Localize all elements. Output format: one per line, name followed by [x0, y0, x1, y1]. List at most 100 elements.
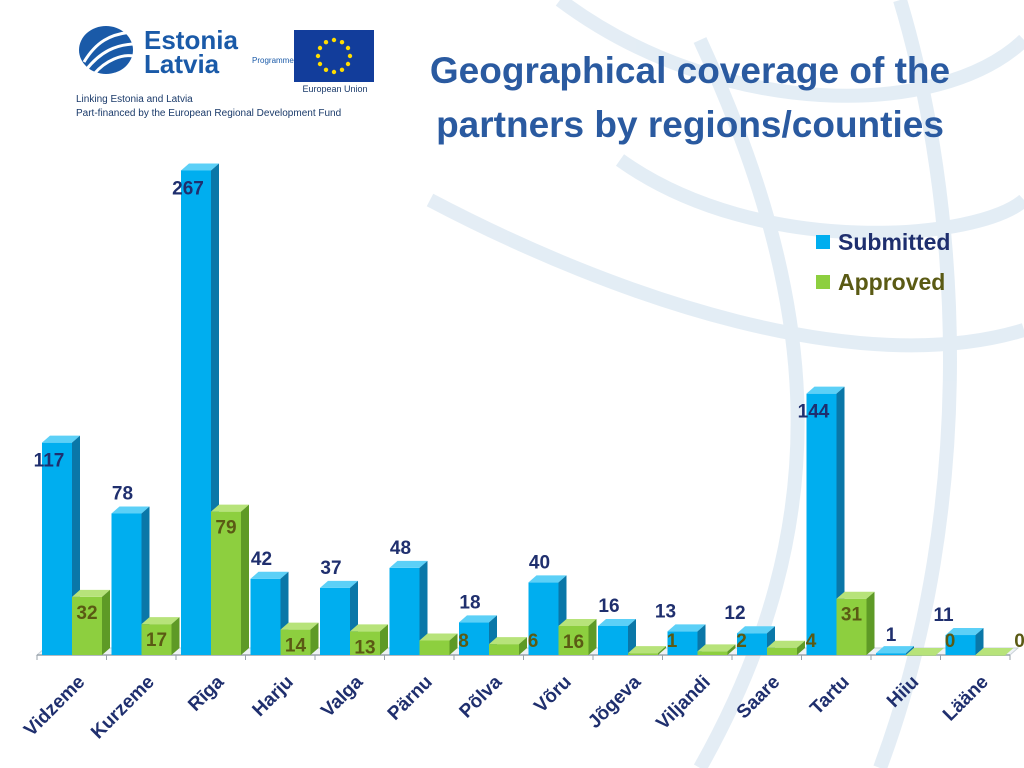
brand-name: Estonia Latvia — [144, 25, 238, 79]
approved-value-label: 1 — [667, 631, 678, 652]
submitted-bar-side — [906, 646, 914, 655]
approved-value-label: 4 — [806, 631, 817, 652]
submitted-value-label: 16 — [598, 596, 619, 617]
approved-bar-top — [767, 640, 805, 648]
approved-bar-top — [906, 648, 944, 655]
submitted-value-label: 1 — [886, 625, 897, 646]
submitted-bar — [876, 653, 906, 655]
approved-bar-top — [489, 637, 527, 645]
submitted-value-label: 12 — [724, 603, 745, 624]
submitted-bar-top — [945, 628, 984, 636]
legend-label-submitted: Submitted — [838, 228, 951, 255]
approved-bar-side — [658, 646, 666, 655]
approved-bar-top — [141, 617, 180, 625]
approved-bar-side — [241, 504, 249, 655]
approved-bar — [141, 624, 172, 655]
submitted-bar — [528, 582, 559, 655]
x-tick-label: Põlva — [456, 671, 507, 722]
legend-swatch-approved — [816, 275, 830, 289]
submitted-bar — [945, 635, 976, 655]
approved-bar-top — [558, 618, 597, 626]
approved-bar-side — [797, 640, 805, 655]
submitted-bar-top — [250, 571, 289, 579]
brand-programme-text: Programme — [252, 56, 294, 65]
approved-bar-side — [171, 617, 180, 655]
submitted-bar-top — [737, 626, 775, 634]
approved-bar-side — [380, 624, 388, 655]
x-tick-label: Vidzeme — [20, 672, 89, 741]
brand-line-1: Estonia — [144, 25, 238, 55]
approved-value-label: 2 — [736, 631, 747, 652]
approved-bar — [628, 653, 658, 655]
approved-bar-side — [310, 622, 319, 655]
programme-logo-block: Estonia Latvia Programme European Union … — [72, 18, 382, 128]
tagline-2: Part-financed by the European Regional D… — [76, 108, 342, 119]
approved-bar-top — [350, 624, 388, 632]
approved-value-label: 17 — [146, 630, 167, 651]
submitted-bar-top — [528, 575, 567, 583]
submitted-bar-side — [836, 386, 845, 655]
submitted-bar-top — [667, 624, 706, 632]
estonia-latvia-globe-icon — [79, 26, 137, 75]
approved-bar-top — [72, 589, 110, 597]
approved-value-label: 79 — [215, 518, 236, 539]
approved-bar — [906, 655, 936, 656]
submitted-bar-top — [806, 386, 845, 394]
approved-bar — [836, 598, 867, 655]
legend-swatch-submitted — [816, 235, 830, 249]
x-tick-label: Jõgeva — [584, 671, 645, 732]
approved-value-label: 0 — [945, 631, 956, 652]
approved-bar — [211, 511, 241, 655]
submitted-bar — [250, 578, 281, 655]
x-tick-label: Rīga — [184, 671, 228, 715]
approved-bar-top — [419, 633, 458, 641]
submitted-bar — [389, 567, 420, 655]
approved-bar-top — [836, 591, 875, 599]
x-tick-label: Lääne — [939, 672, 993, 726]
submitted-bar-top — [42, 435, 80, 443]
submitted-value-label: 13 — [655, 601, 676, 622]
submitted-bar — [667, 631, 698, 655]
approved-bar — [72, 596, 102, 655]
approved-value-label: 16 — [563, 632, 584, 653]
approved-value-label: 8 — [458, 631, 469, 652]
approved-bar-side — [727, 644, 736, 655]
legend-item-approved: Approved — [816, 262, 950, 302]
approved-bar-side — [102, 589, 110, 655]
approved-value-label: 13 — [354, 637, 375, 658]
brand-line-2: Latvia — [144, 49, 220, 79]
submitted-value-label: 40 — [529, 552, 550, 573]
tagline-1: Linking Estonia and Latvia — [76, 94, 193, 105]
chart-legend: Submitted Approved — [816, 222, 950, 302]
submitted-bar — [598, 625, 628, 655]
submitted-value-label: 78 — [112, 483, 133, 504]
x-tick-label: Hiiu — [883, 672, 923, 712]
submitted-bar — [320, 587, 350, 655]
x-tick-label: Tartu — [806, 672, 853, 719]
submitted-value-label: 144 — [798, 402, 830, 423]
submitted-value-label: 18 — [459, 592, 480, 613]
approved-bar-top — [628, 646, 666, 654]
x-tick-label: Võru — [530, 672, 575, 717]
approved-bar-side — [519, 637, 527, 655]
approved-value-label: 32 — [76, 603, 97, 624]
approved-bar — [558, 625, 589, 655]
approved-bar-side — [588, 618, 597, 655]
submitted-value-label: 11 — [933, 605, 954, 626]
submitted-bar — [459, 622, 489, 655]
approved-bar — [280, 629, 311, 655]
approved-value-label: 0 — [1014, 631, 1024, 652]
approved-bar — [697, 651, 728, 655]
submitted-value-label: 48 — [390, 538, 411, 559]
eu-flag-icon — [294, 30, 374, 82]
submitted-bar-top — [389, 560, 428, 568]
approved-bar — [767, 647, 797, 655]
submitted-bar — [806, 393, 837, 655]
approved-bar-top — [211, 504, 249, 512]
submitted-bar-top — [111, 506, 150, 514]
legend-item-submitted: Submitted — [816, 222, 950, 262]
approved-value-label: 14 — [285, 636, 307, 657]
submitted-bar-top — [876, 646, 914, 654]
approved-value-label: 6 — [528, 631, 539, 652]
